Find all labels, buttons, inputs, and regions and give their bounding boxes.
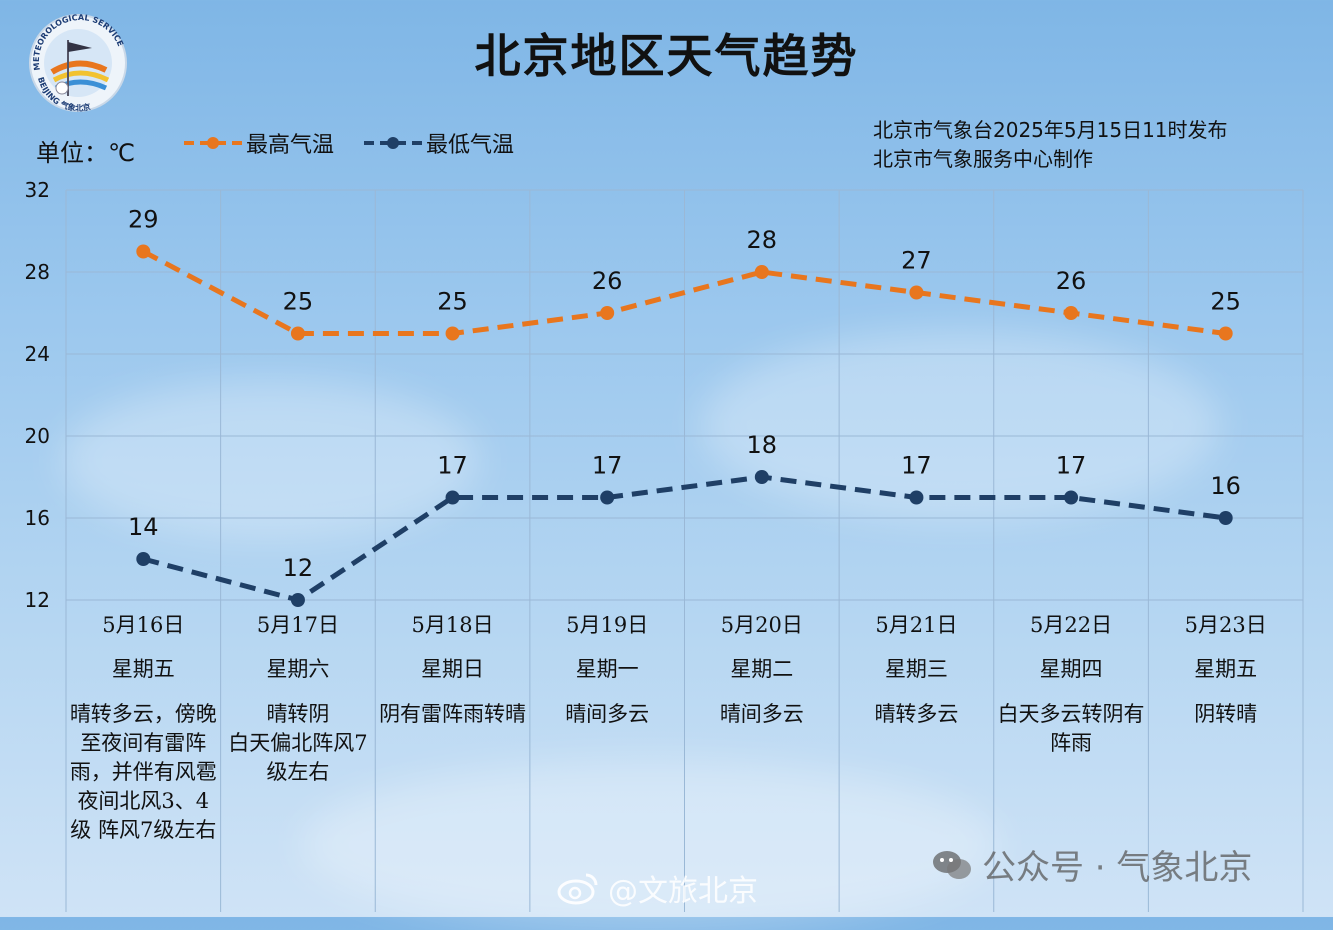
day-column: 5月16日星期五晴转多云，傍晚至夜间有雷阵雨，并伴有风雹 夜间北风3、4级 阵风7…: [68, 612, 218, 845]
data-point-high: [600, 306, 615, 320]
weibo-icon: [557, 873, 598, 905]
data-point-high: [754, 265, 769, 279]
data-label-low: 14: [128, 513, 159, 541]
day-desc2: 夜间北风3、4级 阵风7级左右: [70, 789, 217, 842]
y-tick-label: 28: [25, 260, 50, 284]
y-tick-label: 12: [25, 588, 50, 612]
data-point-high: [445, 326, 460, 341]
data-point-high: [290, 326, 305, 341]
data-point-high: [1064, 306, 1079, 320]
meteorological-service-logo: METEOROLOGICAL SERVICE BEIJING 气象北京: [29, 13, 127, 113]
legend-high-marker: [184, 137, 242, 149]
data-label-low: 17: [437, 452, 468, 480]
page-title: 北京地区天气趋势: [474, 29, 859, 83]
data-point-low: [445, 490, 460, 505]
day-weekday: 星期六: [266, 657, 330, 681]
data-label-high: 25: [1210, 288, 1241, 316]
background-cloud: [300, 760, 1000, 930]
day-weekday: 星期日: [421, 657, 485, 681]
legend-low-marker: [364, 137, 422, 149]
day-date: 5月20日: [720, 613, 803, 637]
day-desc: 白天多云转阴有阵雨: [997, 702, 1145, 755]
issuer-line-1: 北京市气象台2025年5月15日11时发布: [873, 118, 1228, 142]
day-date: 5月21日: [875, 613, 958, 637]
data-label-high: 25: [437, 288, 468, 316]
data-label-low: 18: [747, 431, 778, 459]
background-cloud: [60, 380, 480, 540]
legend-label-high: 最高气温: [246, 133, 335, 158]
data-label-low: 17: [901, 452, 932, 480]
wechat-watermark-text: 公众号 · 气象北京: [982, 848, 1253, 888]
legend-label-low: 最低气温: [426, 133, 515, 158]
weibo-watermark-text: @文旅北京: [608, 874, 758, 909]
day-desc: 晴转阴: [266, 702, 330, 726]
unit-label: 单位：℃: [36, 139, 135, 167]
data-label-high: 28: [747, 226, 778, 254]
legend-item-high: 最高气温: [180, 128, 334, 158]
day-date: 5月22日: [1030, 613, 1113, 637]
wechat-icon: [933, 850, 971, 879]
data-label-high: 25: [283, 288, 314, 316]
day-desc: 晴间多云: [565, 702, 650, 726]
day-column: 5月21日星期三晴转多云: [841, 612, 991, 729]
day-date: 5月17日: [256, 613, 339, 637]
day-column: 5月17日星期六晴转阴白天偏北阵风7级左右: [223, 612, 373, 787]
day-desc: 阴有雷阵雨转晴: [379, 702, 527, 726]
legend-item-low: 最低气温: [360, 128, 514, 158]
day-column: 5月20日星期二晴间多云: [687, 612, 837, 729]
data-point-low: [909, 490, 924, 505]
wechat-watermark: 公众号 · 气象北京: [932, 840, 1252, 889]
day-weekday: 星期三: [884, 657, 948, 681]
data-label-low: 17: [1056, 452, 1087, 480]
day-date: 5月19日: [566, 613, 649, 637]
day-desc: 晴转多云，傍晚至夜间有雷阵雨，并伴有风雹: [69, 702, 217, 784]
data-label-low: 16: [1210, 472, 1241, 500]
data-point-low: [1218, 511, 1233, 525]
day-column: 5月19日星期一晴间多云: [532, 612, 682, 729]
day-weekday: 星期四: [1039, 657, 1103, 681]
day-column: 5月18日星期日阴有雷阵雨转晴: [378, 612, 528, 729]
background-cloud: [700, 330, 1220, 520]
data-label-high: 26: [1056, 267, 1087, 295]
data-point-high: [136, 244, 151, 259]
y-tick-label: 16: [25, 506, 50, 530]
data-point-low: [136, 552, 151, 566]
day-weekday: 星期二: [730, 657, 794, 681]
data-point-high: [909, 285, 924, 300]
data-point-high: [1218, 326, 1233, 341]
day-date: 5月18日: [411, 613, 494, 637]
day-date: 5月23日: [1184, 613, 1267, 637]
data-point-low: [290, 593, 305, 607]
day-desc2: 白天偏北阵风7级左右: [228, 731, 368, 784]
weibo-watermark: @文旅北京: [556, 866, 758, 910]
data-label-high: 29: [128, 206, 159, 234]
data-point-low: [1064, 490, 1079, 505]
day-weekday: 星期五: [1194, 657, 1258, 681]
y-tick-label: 32: [25, 178, 50, 202]
issuer-info: 北京市气象台2025年5月15日11时发布 北京市气象服务中心制作: [873, 116, 1228, 174]
series-line-high: [142, 249, 1227, 336]
day-desc: 晴间多云: [719, 702, 804, 726]
day-weekday: 星期五: [111, 657, 175, 681]
y-tick-label: 20: [25, 424, 50, 448]
issuer-line-2: 北京市气象服务中心制作: [873, 147, 1093, 171]
day-date: 5月16日: [102, 613, 185, 637]
y-tick-label: 24: [25, 342, 50, 366]
day-desc: 晴转多云: [874, 702, 959, 726]
data-label-high: 26: [592, 267, 623, 295]
day-column: 5月23日星期五阴转晴: [1151, 612, 1301, 729]
data-label-low: 17: [592, 452, 623, 480]
day-column: 5月22日星期四白天多云转阴有阵雨: [996, 612, 1146, 758]
day-desc: 阴转晴: [1194, 702, 1258, 726]
data-point-low: [754, 470, 769, 484]
day-weekday: 星期一: [575, 657, 639, 681]
series-line-low: [142, 474, 1227, 603]
data-label-high: 27: [901, 247, 932, 275]
data-point-low: [600, 490, 615, 505]
data-label-low: 12: [283, 554, 314, 582]
